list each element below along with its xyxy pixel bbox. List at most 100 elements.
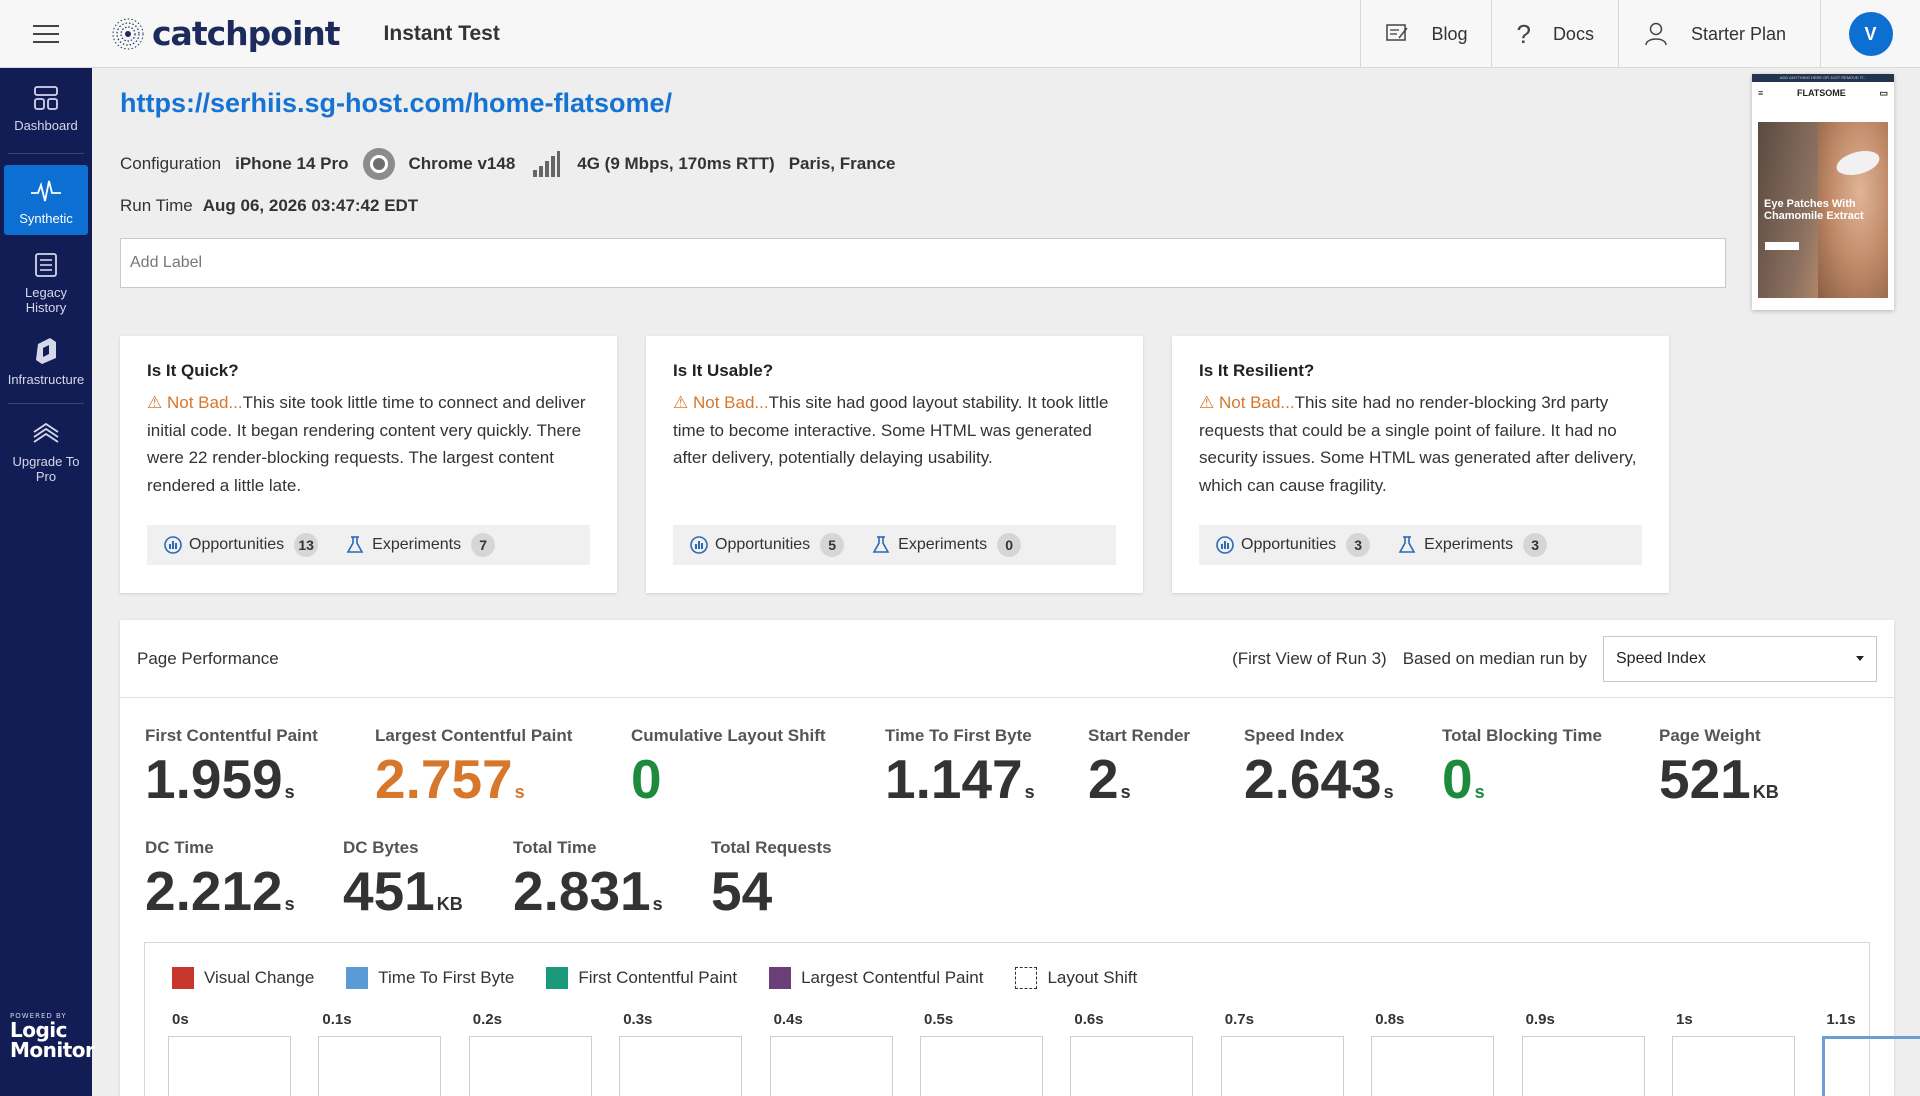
median-select-value: Speed Index (1616, 650, 1706, 668)
frame-time-label: 1.1s (1826, 1011, 1920, 1028)
legend-layout-shift: Layout Shift (1015, 967, 1137, 989)
legend-largest-contentful-paint: Largest Contentful Paint (769, 967, 983, 989)
thumbnail-banner: ADD ANYTHING HERE OR JUST REMOVE IT... (1752, 74, 1894, 82)
frame-time-label: 0.8s (1375, 1011, 1494, 1028)
metric-dc-time[interactable]: DC Time 2.212 s (145, 838, 295, 933)
metric-time-to-first-byte[interactable]: Time To First Byte 1.147 s (885, 726, 1035, 821)
usable-card: Is It Usable? ⚠ Not Bad...This site had … (646, 336, 1143, 593)
pulse-icon (29, 177, 63, 205)
filmstrip-frame[interactable]: 0s (172, 1011, 291, 1096)
metric-label: Speed Index (1244, 726, 1394, 746)
metric-unit: s (515, 782, 525, 802)
filmstrip-frame[interactable]: 1.1s (1826, 1011, 1920, 1096)
add-label-input[interactable] (120, 238, 1726, 288)
opportunities-count: 3 (1346, 533, 1370, 557)
filmstrip-frame[interactable]: 0.4s (774, 1011, 893, 1096)
filmstrip-frame[interactable]: 0.7s (1225, 1011, 1344, 1096)
metric-page-weight[interactable]: Page Weight 521 KB (1659, 726, 1779, 821)
filmstrip-frame[interactable]: 0.5s (924, 1011, 1043, 1096)
filmstrip-frame[interactable]: 0.6s (1074, 1011, 1193, 1096)
opportunities-link[interactable]: Opportunities 3 (1215, 533, 1370, 557)
metric-total-time[interactable]: Total Time 2.831 s (513, 838, 663, 933)
frame-thumbnail (1822, 1036, 1920, 1096)
metric-unit: KB (1753, 782, 1779, 802)
card-title: Is It Quick? (147, 361, 590, 381)
metric-largest-contentful-paint[interactable]: Largest Contentful Paint 2.757 s (375, 726, 572, 821)
filmstrip-frame[interactable]: 0.3s (623, 1011, 742, 1096)
experiments-icon (1398, 535, 1418, 555)
help-icon: ? (1516, 19, 1530, 50)
legend-label: Visual Change (204, 968, 314, 988)
filmstrip-frame[interactable]: 0.1s (322, 1011, 441, 1096)
docs-link[interactable]: ? Docs (1491, 0, 1617, 68)
sidebar-item-label: Infrastructure (8, 372, 85, 387)
logo-dots-icon (106, 17, 150, 51)
sidebar: Dashboard Synthetic Legacy History Infra… (0, 68, 92, 1096)
experiments-label: Experiments (372, 536, 461, 554)
quick-card: Is It Quick? ⚠ Not Bad...This site took … (120, 336, 617, 593)
dashboard-icon (32, 84, 60, 112)
opportunities-icon (163, 535, 183, 555)
metric-total-requests[interactable]: Total Requests 54 (711, 838, 832, 933)
catchpoint-logo[interactable]: catchpoint (106, 0, 340, 68)
menu-icon (33, 22, 59, 46)
sidebar-item-label: Dashboard (14, 118, 78, 133)
metric-dc-bytes[interactable]: DC Bytes 451 KB (343, 838, 463, 933)
legend-label: Time To First Byte (378, 968, 514, 988)
run-note: (First View of Run 3) (1232, 649, 1387, 669)
sidebar-item-legacy-history[interactable]: Legacy History (0, 251, 92, 315)
plan-link[interactable]: Starter Plan (1618, 0, 1820, 68)
sidebar-item-label: Synthetic (19, 211, 72, 226)
opportunities-link[interactable]: Opportunities 13 (163, 533, 318, 557)
metric-value: 2 (1088, 748, 1119, 810)
opportunities-link[interactable]: Opportunities 5 (689, 533, 844, 557)
experiments-link[interactable]: Experiments 3 (1398, 533, 1547, 557)
list-icon (32, 251, 60, 279)
metric-cumulative-layout-shift[interactable]: Cumulative Layout Shift 0 (631, 726, 826, 821)
frame-time-label: 0s (172, 1011, 291, 1028)
user-avatar[interactable]: V (1849, 12, 1893, 56)
metric-label: Largest Contentful Paint (375, 726, 572, 746)
experiments-link[interactable]: Experiments 0 (872, 533, 1021, 557)
resilient-card: Is It Resilient? ⚠ Not Bad...This site h… (1172, 336, 1669, 593)
metric-speed-index[interactable]: Speed Index 2.643 s (1244, 726, 1394, 821)
tested-url-link[interactable]: https://serhiis.sg-host.com/home-flatsom… (120, 88, 672, 119)
metric-first-contentful-paint[interactable]: First Contentful Paint 1.959 s (145, 726, 318, 821)
card-status: Not Bad... (1219, 393, 1295, 412)
filmstrip-frame[interactable]: 0.9s (1526, 1011, 1645, 1096)
metric-label: DC Time (145, 838, 295, 858)
metric-label: Page Weight (1659, 726, 1779, 746)
experiments-label: Experiments (898, 536, 987, 554)
page-screenshot-thumbnail[interactable]: ADD ANYTHING HERE OR JUST REMOVE IT... ≡… (1752, 74, 1894, 310)
filmstrip-frame[interactable]: 0.8s (1375, 1011, 1494, 1096)
metric-label: Total Blocking Time (1442, 726, 1602, 746)
connection-type: 4G (9 Mbps, 170ms RTT) (577, 154, 774, 174)
brand-line-2: Monitor (10, 1040, 94, 1060)
filmstrip-frame[interactable]: 1s (1676, 1011, 1795, 1096)
blog-link[interactable]: Blog (1360, 0, 1491, 68)
sidebar-item-synthetic[interactable]: Synthetic (4, 165, 88, 235)
frame-thumbnail (1371, 1036, 1494, 1096)
legend-label: Layout Shift (1047, 968, 1137, 988)
sidebar-item-upgrade-to-pro[interactable]: Upgrade To Pro (0, 420, 92, 484)
sidebar-item-infrastructure[interactable]: Infrastructure (0, 336, 92, 387)
experiments-link[interactable]: Experiments 7 (346, 533, 495, 557)
top-bar: catchpoint Instant Test Blog ? Docs Star… (0, 0, 1920, 68)
sidebar-item-dashboard[interactable]: Dashboard (0, 84, 92, 133)
hamburger-menu-button[interactable] (0, 0, 92, 68)
run-time-value: Aug 06, 2026 03:47:42 EDT (203, 196, 418, 215)
logicmonitor-logo: POWERED BY Logic Monitor (10, 1012, 94, 1060)
frame-thumbnail (1070, 1036, 1193, 1096)
opportunities-icon (1215, 535, 1235, 555)
metric-unit: s (1475, 782, 1485, 802)
chrome-icon (361, 146, 397, 182)
filmstrip-frame[interactable]: 0.2s (473, 1011, 592, 1096)
median-metric-select[interactable]: Speed Index (1603, 636, 1877, 682)
card-title: Is It Usable? (673, 361, 1116, 381)
legend-swatch (769, 967, 791, 989)
legend-swatch (546, 967, 568, 989)
metric-label: DC Bytes (343, 838, 463, 858)
metric-unit: s (1025, 782, 1035, 802)
